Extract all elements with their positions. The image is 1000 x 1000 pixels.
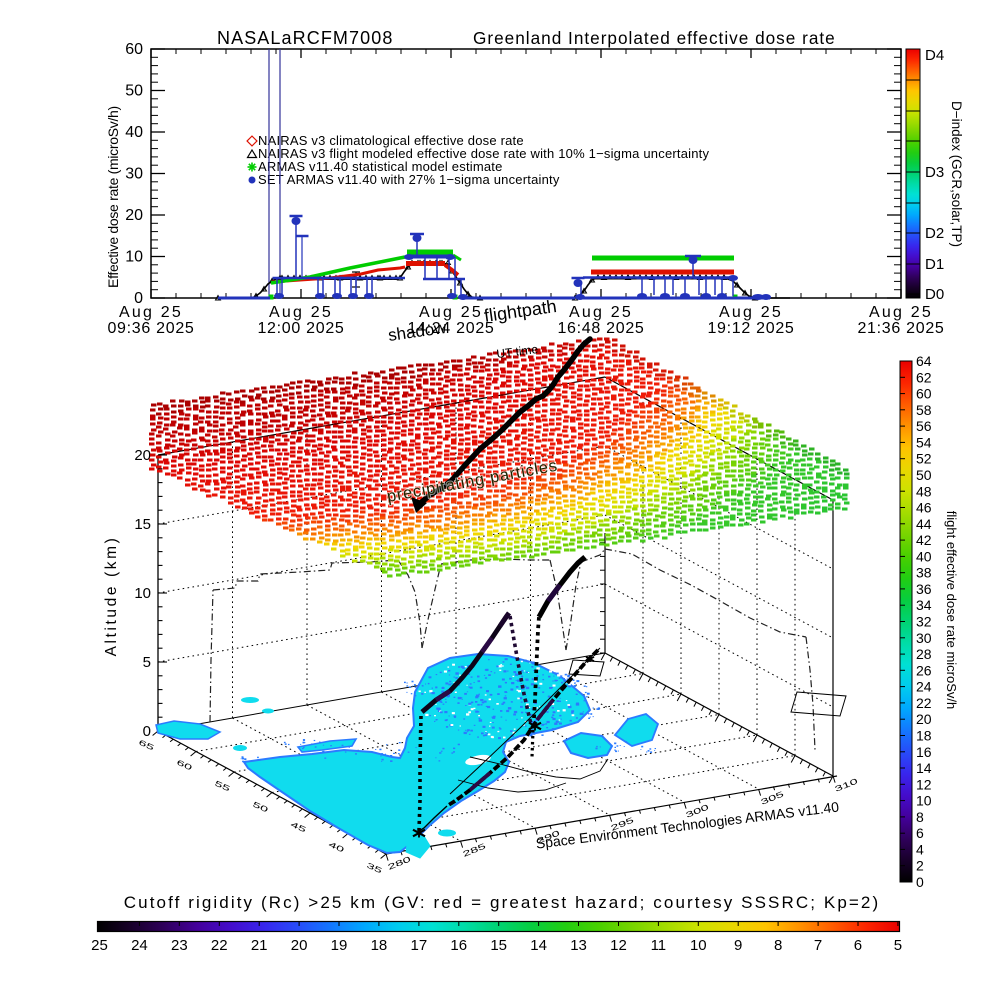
svg-text:14: 14 <box>530 937 547 954</box>
svg-text:flight effective dose rate mic: flight effective dose rate microSv/h <box>944 511 959 709</box>
svg-text:22: 22 <box>211 937 228 954</box>
svg-text:56: 56 <box>916 418 932 434</box>
svg-text:22: 22 <box>916 695 932 711</box>
svg-text:7: 7 <box>814 937 822 954</box>
svg-text:20: 20 <box>125 207 143 224</box>
svg-text:46: 46 <box>916 500 932 516</box>
svg-text:16: 16 <box>916 744 932 760</box>
svg-text:16: 16 <box>450 937 467 954</box>
svg-text:ARMAS v11.40 statistical model: ARMAS v11.40 statistical model estimate <box>258 159 503 174</box>
svg-text:12: 12 <box>610 937 627 954</box>
svg-text:50: 50 <box>125 83 143 100</box>
svg-text:Aug 25: Aug 25 <box>119 304 183 321</box>
svg-text:48: 48 <box>916 483 932 499</box>
svg-text:20: 20 <box>916 711 932 727</box>
svg-text:8: 8 <box>774 937 782 954</box>
svg-text:64: 64 <box>916 353 932 369</box>
svg-text:24: 24 <box>131 937 148 954</box>
svg-text:D−index (GCR,solar,TP): D−index (GCR,solar,TP) <box>949 101 964 247</box>
svg-text:50: 50 <box>916 467 932 483</box>
svg-text:19: 19 <box>331 937 348 954</box>
svg-text:Effective dose rate (microSv/h: Effective dose rate (microSv/h) <box>105 106 121 288</box>
svg-text:UT time: UT time <box>496 342 540 361</box>
svg-text:D0: D0 <box>925 286 944 303</box>
svg-text:40: 40 <box>125 124 143 141</box>
svg-text:54: 54 <box>916 434 932 450</box>
svg-text:D4: D4 <box>925 47 944 64</box>
svg-text:Aug 25: Aug 25 <box>419 304 483 321</box>
svg-text:24: 24 <box>916 679 932 695</box>
svg-text:09:36 2025: 09:36 2025 <box>107 320 194 337</box>
svg-text:38: 38 <box>916 565 932 581</box>
svg-text:36: 36 <box>916 581 932 597</box>
svg-text:34: 34 <box>916 597 932 613</box>
svg-text:14:24 2025: 14:24 2025 <box>407 320 494 337</box>
svg-text:40: 40 <box>916 548 932 564</box>
svg-text:62: 62 <box>916 369 932 385</box>
svg-text:10: 10 <box>690 937 707 954</box>
svg-text:32: 32 <box>916 614 932 630</box>
svg-text:21:36 2025: 21:36 2025 <box>857 320 944 337</box>
svg-text:19:12 2025: 19:12 2025 <box>707 320 794 337</box>
svg-text:28: 28 <box>916 646 932 662</box>
svg-text:25: 25 <box>91 937 108 954</box>
svg-text:58: 58 <box>916 402 932 418</box>
svg-text:Aug 25: Aug 25 <box>569 304 633 321</box>
svg-text:12:00 2025: 12:00 2025 <box>257 320 344 337</box>
svg-text:17: 17 <box>411 937 428 954</box>
svg-text:10: 10 <box>125 249 143 266</box>
svg-text:42: 42 <box>916 532 932 548</box>
svg-text:8: 8 <box>916 809 924 825</box>
svg-text:0: 0 <box>143 723 151 740</box>
svg-text:10: 10 <box>134 585 151 602</box>
svg-text:D1: D1 <box>925 256 944 273</box>
svg-text:D3: D3 <box>925 164 944 181</box>
svg-text:30: 30 <box>916 630 932 646</box>
svg-text:NASALaRCFM7008: NASALaRCFM7008 <box>217 28 393 48</box>
svg-text:16:48 2025: 16:48 2025 <box>557 320 644 337</box>
svg-text:11: 11 <box>651 937 667 954</box>
svg-text:60: 60 <box>125 41 143 58</box>
svg-text:2: 2 <box>916 858 924 874</box>
svg-text:NAIRAS v3 flight modeled effec: NAIRAS v3 flight modeled effective dose … <box>258 146 709 161</box>
svg-text:12: 12 <box>916 776 932 792</box>
svg-text:NAIRAS v3 climatological effec: NAIRAS v3 climatological effective dose … <box>258 133 524 148</box>
svg-text:5: 5 <box>143 654 151 671</box>
svg-text:Greenland Interpolated effecti: Greenland Interpolated effective dose ra… <box>473 28 836 48</box>
svg-text:30: 30 <box>125 166 143 183</box>
svg-text:60: 60 <box>916 386 932 402</box>
svg-text:10: 10 <box>916 793 932 809</box>
svg-text:4: 4 <box>916 841 924 857</box>
svg-text:23: 23 <box>171 937 188 954</box>
svg-text:Aug 25: Aug 25 <box>269 304 333 321</box>
svg-text:Aug 25: Aug 25 <box>869 304 933 321</box>
svg-text:20: 20 <box>291 937 308 954</box>
svg-text:13: 13 <box>570 937 587 954</box>
svg-text:Cutoff rigidity (Rc) >25 km (G: Cutoff rigidity (Rc) >25 km (GV: red = g… <box>124 893 880 912</box>
svg-text:18: 18 <box>371 937 388 954</box>
svg-text:14: 14 <box>916 760 932 776</box>
svg-text:SET ARMAS v11.40 with 27% 1−si: SET ARMAS v11.40 with 27% 1−sigma uncert… <box>258 172 560 187</box>
svg-text:6: 6 <box>854 937 862 954</box>
svg-text:6: 6 <box>916 825 924 841</box>
svg-text:26: 26 <box>916 662 932 678</box>
svg-text:5: 5 <box>894 937 902 954</box>
svg-text:Aug 25: Aug 25 <box>719 304 783 321</box>
svg-text:15: 15 <box>490 937 507 954</box>
svg-text:20: 20 <box>134 447 151 464</box>
svg-text:0: 0 <box>134 290 143 307</box>
svg-text:15: 15 <box>134 516 151 533</box>
svg-text:9: 9 <box>734 937 742 954</box>
svg-text:21: 21 <box>251 937 268 954</box>
svg-text:0: 0 <box>916 874 924 890</box>
svg-text:Altitude (km): Altitude (km) <box>103 536 120 657</box>
svg-text:D2: D2 <box>925 225 944 242</box>
svg-text:18: 18 <box>916 727 932 743</box>
svg-text:52: 52 <box>916 451 932 467</box>
svg-text:44: 44 <box>916 516 932 532</box>
